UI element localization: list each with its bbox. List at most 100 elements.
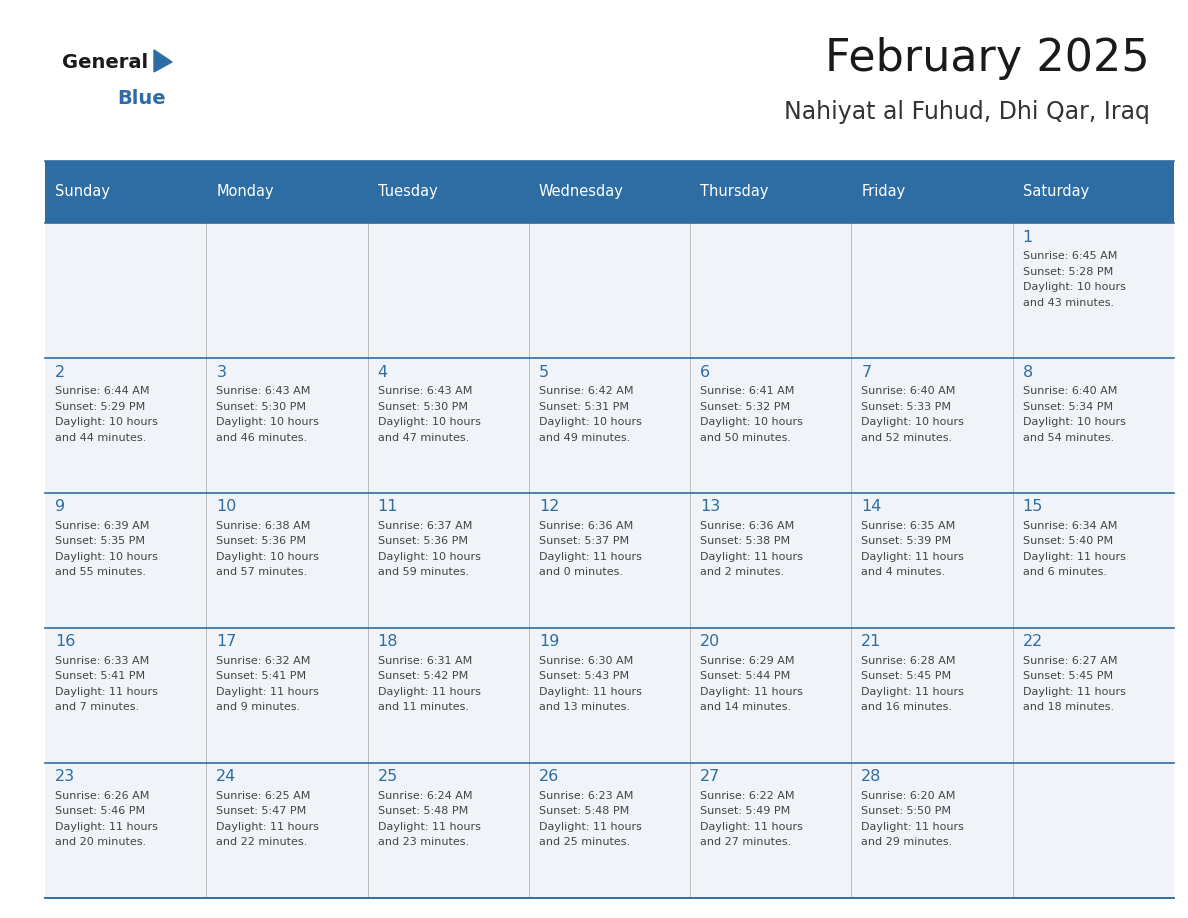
Text: 10: 10 [216, 499, 236, 514]
Text: 22: 22 [1023, 634, 1043, 649]
Text: Sunset: 5:42 PM: Sunset: 5:42 PM [378, 671, 468, 681]
Text: and 25 minutes.: and 25 minutes. [539, 837, 630, 847]
Text: Sunset: 5:49 PM: Sunset: 5:49 PM [700, 806, 790, 816]
Text: Sunrise: 6:32 AM: Sunrise: 6:32 AM [216, 656, 311, 666]
Text: 28: 28 [861, 769, 881, 784]
Text: February 2025: February 2025 [826, 37, 1150, 80]
Text: Sunrise: 6:44 AM: Sunrise: 6:44 AM [55, 386, 150, 396]
Text: Sunrise: 6:35 AM: Sunrise: 6:35 AM [861, 521, 955, 531]
Text: Sunset: 5:39 PM: Sunset: 5:39 PM [861, 536, 952, 546]
Text: Blue: Blue [116, 88, 165, 107]
Text: Sunrise: 6:25 AM: Sunrise: 6:25 AM [216, 791, 311, 800]
Text: 24: 24 [216, 769, 236, 784]
Text: and 4 minutes.: and 4 minutes. [861, 567, 946, 577]
Bar [45, 763, 1174, 898]
Text: Wednesday: Wednesday [539, 185, 624, 199]
Text: and 50 minutes.: and 50 minutes. [700, 432, 791, 442]
Text: 5: 5 [539, 364, 549, 379]
Text: 18: 18 [378, 634, 398, 649]
Text: Sunrise: 6:36 AM: Sunrise: 6:36 AM [700, 521, 795, 531]
Text: Daylight: 11 hours: Daylight: 11 hours [861, 822, 965, 832]
Text: 1: 1 [1023, 230, 1032, 244]
Text: 19: 19 [539, 634, 560, 649]
Text: Sunset: 5:32 PM: Sunset: 5:32 PM [700, 401, 790, 411]
Text: Daylight: 10 hours: Daylight: 10 hours [378, 417, 480, 427]
Text: Sunset: 5:37 PM: Sunset: 5:37 PM [539, 536, 628, 546]
Text: Sunrise: 6:24 AM: Sunrise: 6:24 AM [378, 791, 472, 800]
Text: Sunset: 5:30 PM: Sunset: 5:30 PM [378, 401, 468, 411]
Text: and 6 minutes.: and 6 minutes. [1023, 567, 1106, 577]
Text: 8: 8 [1023, 364, 1032, 379]
Text: 3: 3 [216, 364, 227, 379]
Text: 25: 25 [378, 769, 398, 784]
Text: and 0 minutes.: and 0 minutes. [539, 567, 623, 577]
Text: Sunrise: 6:33 AM: Sunrise: 6:33 AM [55, 656, 150, 666]
Text: Daylight: 10 hours: Daylight: 10 hours [1023, 417, 1125, 427]
Text: and 54 minutes.: and 54 minutes. [1023, 432, 1113, 442]
Text: Sunset: 5:36 PM: Sunset: 5:36 PM [216, 536, 307, 546]
Text: and 52 minutes.: and 52 minutes. [861, 432, 953, 442]
Text: Sunset: 5:47 PM: Sunset: 5:47 PM [216, 806, 307, 816]
Text: and 7 minutes.: and 7 minutes. [55, 702, 139, 712]
Text: and 27 minutes.: and 27 minutes. [700, 837, 791, 847]
Text: Daylight: 11 hours: Daylight: 11 hours [378, 687, 480, 697]
Text: Sunrise: 6:22 AM: Sunrise: 6:22 AM [700, 791, 795, 800]
Text: 2: 2 [55, 364, 65, 379]
Text: Daylight: 11 hours: Daylight: 11 hours [539, 822, 642, 832]
Text: 15: 15 [1023, 499, 1043, 514]
Text: Sunset: 5:29 PM: Sunset: 5:29 PM [55, 401, 145, 411]
FancyBboxPatch shape [45, 161, 1174, 223]
Text: Sunrise: 6:27 AM: Sunrise: 6:27 AM [1023, 656, 1117, 666]
Text: Sunset: 5:35 PM: Sunset: 5:35 PM [55, 536, 145, 546]
Text: Sunset: 5:48 PM: Sunset: 5:48 PM [539, 806, 630, 816]
Text: Daylight: 10 hours: Daylight: 10 hours [539, 417, 642, 427]
Polygon shape [154, 50, 172, 72]
Text: Sunrise: 6:36 AM: Sunrise: 6:36 AM [539, 521, 633, 531]
Text: Daylight: 10 hours: Daylight: 10 hours [55, 552, 158, 562]
Bar [45, 493, 1174, 628]
Text: Sunrise: 6:20 AM: Sunrise: 6:20 AM [861, 791, 955, 800]
Text: Daylight: 11 hours: Daylight: 11 hours [55, 822, 158, 832]
Text: and 9 minutes.: and 9 minutes. [216, 702, 301, 712]
Text: General: General [62, 52, 148, 72]
Text: Sunset: 5:45 PM: Sunset: 5:45 PM [1023, 671, 1113, 681]
Text: Sunset: 5:46 PM: Sunset: 5:46 PM [55, 806, 145, 816]
Text: 23: 23 [55, 769, 75, 784]
Text: and 55 minutes.: and 55 minutes. [55, 567, 146, 577]
Text: 11: 11 [378, 499, 398, 514]
Text: Daylight: 11 hours: Daylight: 11 hours [55, 687, 158, 697]
Text: Monday: Monday [216, 185, 274, 199]
Text: Sunrise: 6:43 AM: Sunrise: 6:43 AM [378, 386, 472, 396]
Text: Sunrise: 6:29 AM: Sunrise: 6:29 AM [700, 656, 795, 666]
Text: Daylight: 10 hours: Daylight: 10 hours [1023, 282, 1125, 292]
Text: Daylight: 11 hours: Daylight: 11 hours [216, 822, 320, 832]
Text: and 11 minutes.: and 11 minutes. [378, 702, 468, 712]
Text: Tuesday: Tuesday [378, 185, 437, 199]
Text: Sunrise: 6:38 AM: Sunrise: 6:38 AM [216, 521, 311, 531]
Text: Daylight: 11 hours: Daylight: 11 hours [378, 822, 480, 832]
Text: and 23 minutes.: and 23 minutes. [378, 837, 469, 847]
Text: Daylight: 10 hours: Daylight: 10 hours [700, 417, 803, 427]
Text: Sunrise: 6:26 AM: Sunrise: 6:26 AM [55, 791, 150, 800]
Text: Sunset: 5:45 PM: Sunset: 5:45 PM [861, 671, 952, 681]
Text: Sunrise: 6:28 AM: Sunrise: 6:28 AM [861, 656, 956, 666]
Text: and 14 minutes.: and 14 minutes. [700, 702, 791, 712]
Text: and 44 minutes.: and 44 minutes. [55, 432, 146, 442]
Text: Sunset: 5:40 PM: Sunset: 5:40 PM [1023, 536, 1113, 546]
Text: Sunrise: 6:40 AM: Sunrise: 6:40 AM [1023, 386, 1117, 396]
Text: Daylight: 11 hours: Daylight: 11 hours [1023, 687, 1125, 697]
Text: Sunset: 5:38 PM: Sunset: 5:38 PM [700, 536, 790, 546]
Text: Daylight: 10 hours: Daylight: 10 hours [216, 417, 320, 427]
Bar [45, 358, 1174, 493]
Text: 13: 13 [700, 499, 720, 514]
Text: Sunrise: 6:39 AM: Sunrise: 6:39 AM [55, 521, 150, 531]
Text: and 20 minutes.: and 20 minutes. [55, 837, 146, 847]
Text: Sunrise: 6:42 AM: Sunrise: 6:42 AM [539, 386, 633, 396]
Text: Sunset: 5:44 PM: Sunset: 5:44 PM [700, 671, 790, 681]
Text: and 57 minutes.: and 57 minutes. [216, 567, 308, 577]
Text: Thursday: Thursday [700, 185, 769, 199]
Text: and 16 minutes.: and 16 minutes. [861, 702, 953, 712]
Text: Sunset: 5:33 PM: Sunset: 5:33 PM [861, 401, 952, 411]
Text: Sunrise: 6:23 AM: Sunrise: 6:23 AM [539, 791, 633, 800]
Text: Sunset: 5:41 PM: Sunset: 5:41 PM [216, 671, 307, 681]
